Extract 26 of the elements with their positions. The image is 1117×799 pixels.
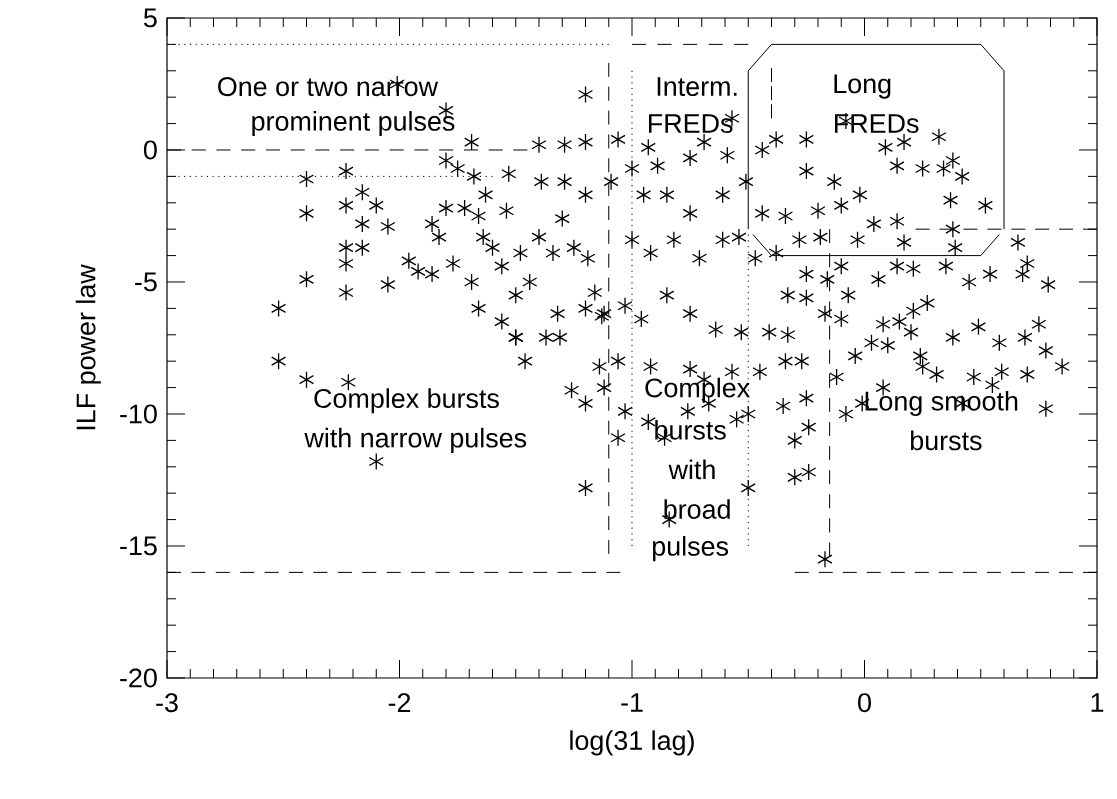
y-tick-label: 0 [143,140,157,160]
x-tick-label: -3 [156,693,178,713]
annotation: prominent pulses [252,111,455,137]
annotation: FREDs [649,114,733,133]
annotation: pulses [652,536,729,562]
annotation: with [668,459,715,480]
annotation: Complex [645,377,750,403]
y-tick-label: -10 [120,404,157,424]
y-tick-label: 5 [143,8,157,28]
annotation: One or two narrow [218,77,439,97]
x-tick-label: -2 [388,693,411,712]
annotation: with narrow pulses [304,427,527,453]
annotation: Long [834,74,891,99]
x-tick-label: -1 [621,693,643,712]
annotation: broad [664,499,730,519]
annotation: bursts [655,419,726,440]
x-tick-label: 1 [1091,693,1104,712]
annotation: Complex bursts [314,388,499,414]
y-tick-label: -20 [120,668,157,688]
annotation: Interm. [657,77,737,97]
y-axis-title: ILF power law [75,264,101,430]
y-tick-label: -5 [135,272,157,292]
annotation: bursts [910,430,982,451]
x-axis-title: log(31 lag) [570,730,694,756]
y-tick-label: -15 [120,536,157,556]
x-tick-label: 0 [858,693,871,713]
